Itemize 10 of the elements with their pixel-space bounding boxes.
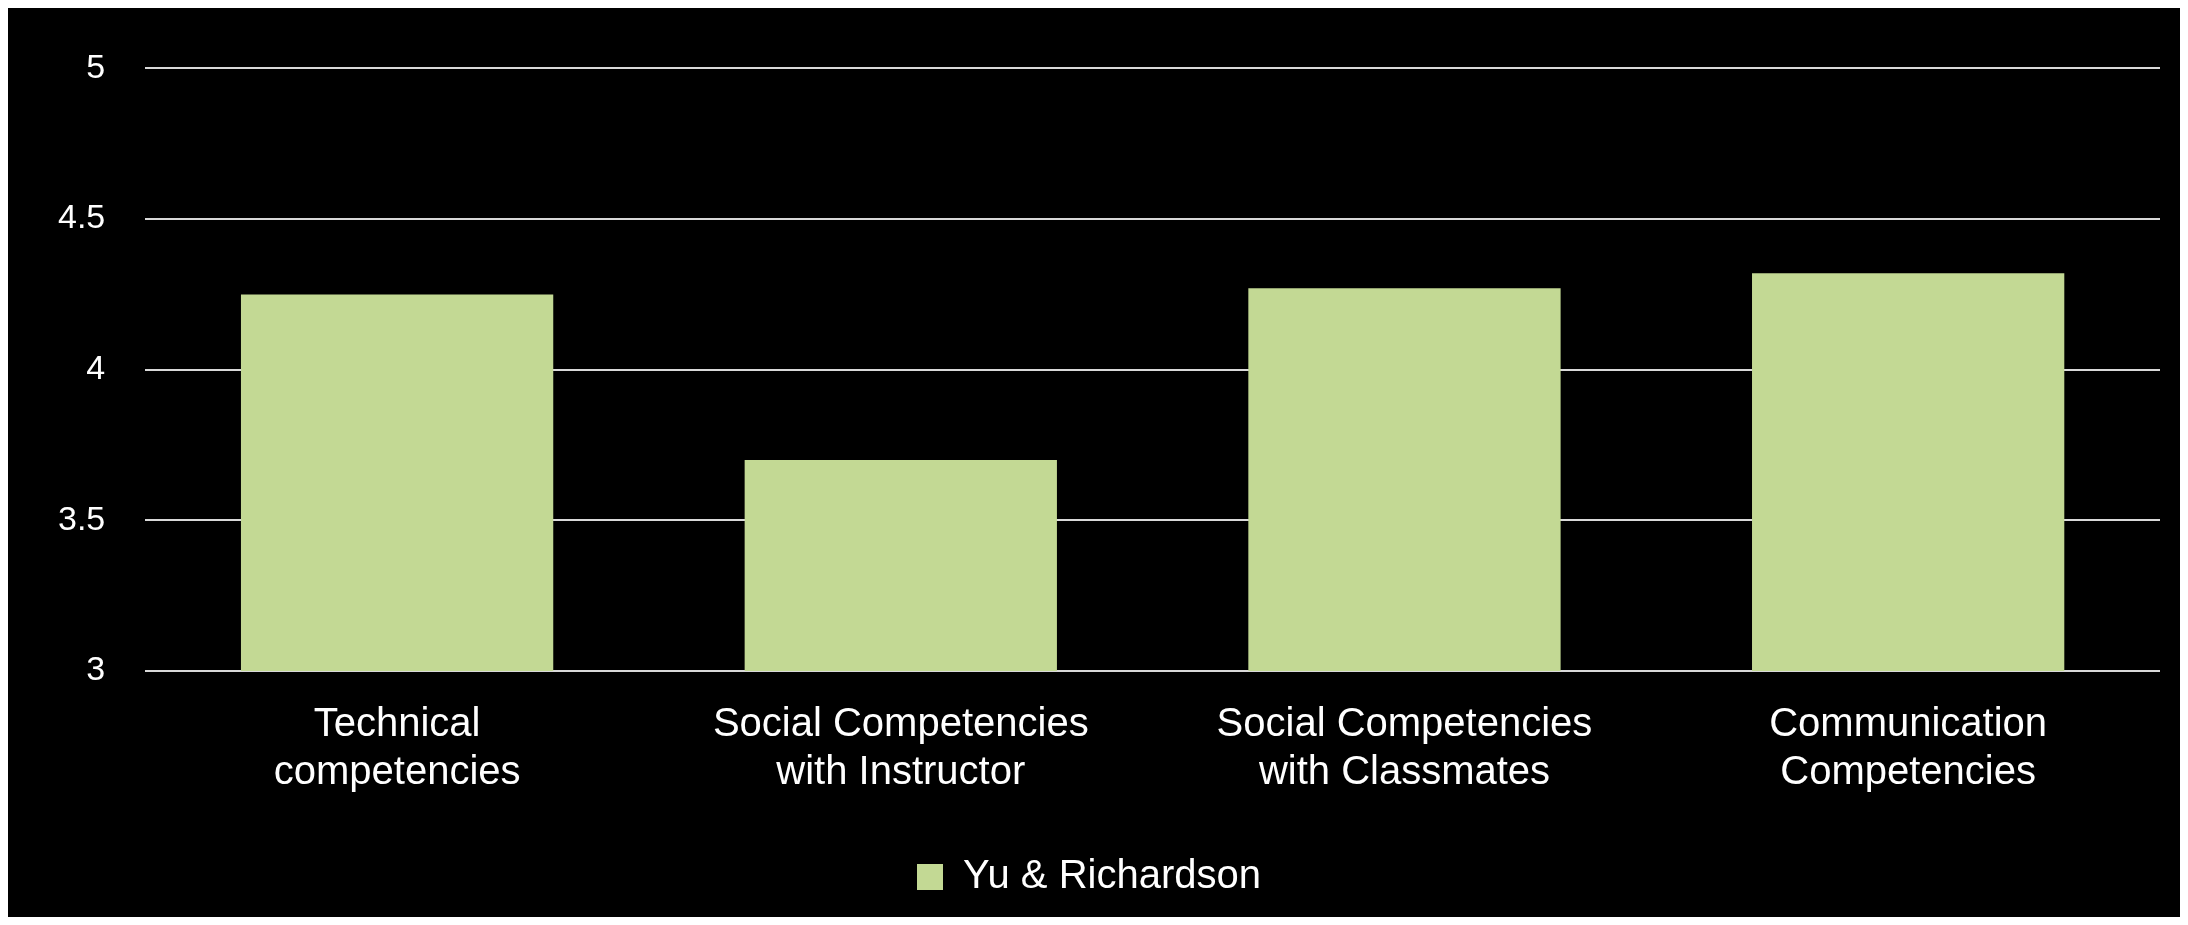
x-tick-label: Technical competencies xyxy=(273,700,521,793)
x-tick-label: Social Competencies with Classmates xyxy=(1216,700,1593,793)
legend-label: Yu & Richardson xyxy=(963,852,1261,897)
x-tick-label: Social Competencies with Instructor xyxy=(712,700,1089,793)
x-tick-label: Communication Competencies xyxy=(1769,700,2048,793)
y-tick-label: 4.5 xyxy=(58,197,106,236)
y-tick-label: 4 xyxy=(86,348,106,387)
y-tick-label: 3 xyxy=(86,649,106,688)
y-tick-label: 5 xyxy=(86,46,106,85)
y-tick-label: 3.5 xyxy=(58,498,106,537)
